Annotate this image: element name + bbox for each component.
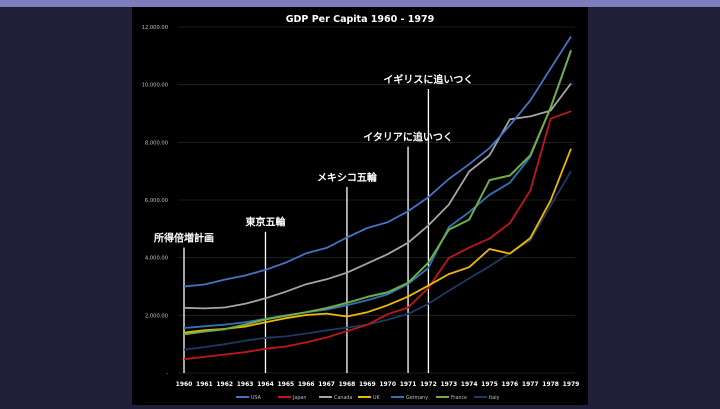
x-tick-label: 1968 (339, 381, 356, 388)
legend-label: UK (373, 395, 381, 401)
legend-label: France (451, 395, 467, 401)
x-tick-label: 1971 (400, 381, 417, 388)
chart-title: GDP Per Capita 1960 - 1979 (286, 14, 435, 25)
annotation-label: 東京五輪 (245, 216, 286, 229)
series-line-germany (183, 49, 572, 329)
x-tick-label: 1977 (522, 381, 539, 388)
x-tick-label: 1975 (481, 381, 498, 388)
x-tick-label: 1965 (277, 381, 294, 388)
series-line-usa (183, 36, 572, 288)
x-tick-label: 1974 (461, 381, 478, 388)
gdp-line-chart: GDP Per Capita 1960 - 1979 - 2,000.00 4,00… (142, 14, 580, 401)
x-tick-label: 1972 (420, 381, 437, 388)
y-tick-label: 6,000.00 (145, 198, 168, 204)
y-tick-label: 8,000.00 (145, 140, 168, 146)
x-tick-label: 1967 (318, 381, 335, 388)
legend-label: Italy (489, 395, 500, 401)
x-tick-label: 1966 (298, 381, 315, 388)
x-tick-label: 1970 (379, 381, 396, 388)
x-tick-label: 1969 (359, 381, 376, 388)
series-line-uk (183, 148, 572, 334)
y-tick-label: 4,000.00 (145, 256, 168, 262)
annotation-label: イタリアに追いつく (363, 131, 453, 144)
annotation-label: イギリスに追いつく (383, 73, 473, 86)
series-line-canada (183, 82, 572, 310)
y-tick-label: - (166, 371, 168, 377)
x-tick-label: 1960 (176, 381, 193, 388)
x-tick-label: 1978 (542, 381, 559, 388)
x-tick-label: 1962 (216, 381, 233, 388)
top-accent-bar (0, 0, 720, 7)
x-tick-label: 1961 (196, 381, 213, 388)
slide-panel: GDP Per Capita 1960 - 1979 - 2,000.00 4,00… (132, 7, 588, 405)
annotation-label: 所得倍増計画 (154, 232, 214, 245)
x-tick-label: 1973 (440, 381, 457, 388)
x-tick-label: 1964 (257, 381, 274, 388)
legend-label: Germany (406, 395, 428, 401)
series-line-italy (183, 170, 572, 351)
legend-label: USA (251, 395, 262, 401)
y-tick-label: 10,000.00 (142, 83, 168, 89)
x-tick-label: 1979 (563, 381, 580, 388)
legend-label: Japan (292, 395, 306, 401)
annotation-label: メキシコ五輪 (317, 171, 378, 184)
x-tick-label: 1976 (502, 381, 519, 388)
x-tick-label: 1963 (237, 381, 254, 388)
series-line-japan (183, 110, 572, 361)
y-tick-label: 12,000.00 (142, 25, 168, 31)
y-tick-label: 2,000.00 (145, 313, 168, 319)
legend-label: Canada (334, 395, 352, 401)
series-line-france (183, 50, 572, 336)
